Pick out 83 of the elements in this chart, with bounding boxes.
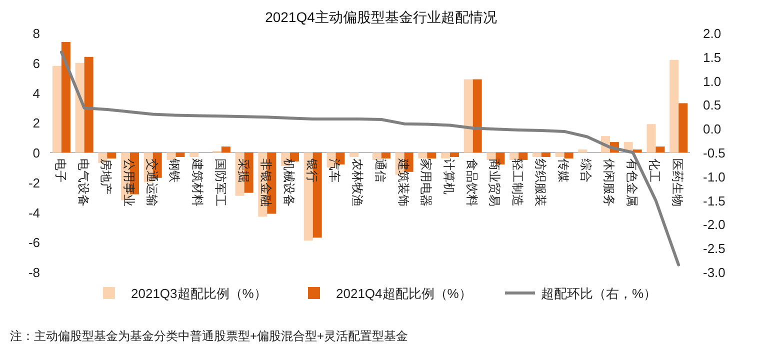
bar [190,152,199,157]
x-tick-label: 商业贸易 [488,158,502,206]
x-tick-label: 建筑材料 [190,158,205,206]
x-tick-label: 医药生物 [670,158,685,206]
legend-label: 2021Q3超配比例（%） [131,286,267,301]
bar [176,152,185,157]
bar [510,152,519,160]
text: 注：主动偏股型基金为基金分类中普通股票型+偏股混合型+灵活配置型基金 [10,329,408,343]
y-tick-label: 4 [32,86,40,101]
chart-title: 2021Q4主动偏股型基金行业超配情况 [265,9,497,25]
bar [427,152,436,158]
bar [221,146,230,152]
x-tick-label: 电气设备 [76,158,90,206]
x-tick-label: 通信 [373,158,388,182]
bar [656,146,665,152]
bar [578,150,588,152]
bar [472,79,482,152]
x-tick-label: 休闲服务 [602,158,616,206]
y-tick-label: -8 [28,265,40,280]
x-tick-label: 采掘 [236,158,250,182]
x-tick-label: 家用电器 [419,158,434,206]
y2-tick-label: -2.5 [703,241,726,256]
x-tick-label: 食品饮料 [464,158,479,206]
bar [541,152,550,157]
x-tick-label: 房地产 [99,158,114,194]
x-tick-label: 钢铁 [168,158,182,182]
x-tick-label: 国防军工 [213,158,228,206]
x-tick-label: 化工 [648,158,662,182]
legend-label: 2021Q4超配比例（%） [336,286,472,301]
bar [75,62,84,152]
bar [678,103,688,152]
x-tick-label: 银行 [304,158,319,182]
x-tick-label: 电子 [53,158,68,182]
x-tick-label: 计算机 [442,158,456,194]
x-tick-label: 综合 [579,158,594,182]
bar [564,152,574,158]
x-tick-label: 传媒 [556,158,570,182]
x-tick-label: 非银金融 [259,158,274,206]
bar [61,42,70,152]
y2-tick-label: -1.5 [703,193,726,208]
x-tick-label: 交通运输 [144,158,159,206]
y2-tick-label: 0.5 [703,98,722,113]
bar [518,152,528,160]
bar [532,152,542,157]
bar [632,150,642,152]
x-tick-label: 农林牧渔 [350,158,365,206]
x-tick-label: 汽车 [328,158,342,182]
x-tick-label: 公用事业 [122,158,136,206]
bar [450,152,459,157]
y2-tick-label: 0.0 [703,122,722,137]
x-tick-label: 建筑装饰 [396,158,410,206]
bar [464,79,473,152]
y-tick-label: -6 [28,235,40,250]
bar [84,56,94,152]
bar [555,152,564,157]
y-tick-label: 2 [32,116,40,131]
bar [486,152,496,160]
bar [350,152,359,157]
x-tick-label: 机械设备 [282,158,296,206]
y-tick-label: -2 [28,175,40,190]
y-tick-label: -4 [28,205,40,220]
y2-tick-label: -3.0 [703,265,726,280]
y2-tick-label: -1.0 [703,169,726,184]
bar [381,152,390,158]
bar [52,66,62,152]
y2-tick-label: 1.5 [703,50,722,65]
bar [107,152,116,158]
legend-label: 超配环比（右，%） [541,286,657,301]
y2-tick-label: -2.0 [703,217,726,232]
y-tick-label: 8 [32,26,40,41]
y-tick-label: 0 [32,146,40,160]
x-tick-label: 轻工制造 [510,158,525,206]
bar [372,152,382,160]
bar [418,152,428,158]
y2-tick-label: -0.5 [703,146,726,160]
bar [646,124,656,152]
bar [441,152,450,158]
y2-tick-label: 1.0 [703,74,722,89]
x-tick-label: 纺织服装 [533,158,548,206]
bar [670,60,679,152]
y-tick-label: 6 [32,56,40,71]
y2-tick-label: 2.0 [703,26,722,41]
bar [166,152,176,160]
